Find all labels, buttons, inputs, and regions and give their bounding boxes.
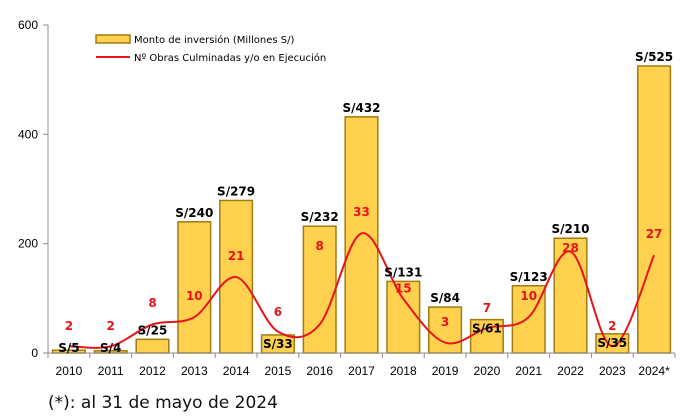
labels-layer: S/5 S/4 S/25 S/240 S/279 S/33 S/232 S/432 S/131 S… <box>58 50 673 355</box>
line-point-2019 <box>444 342 446 344</box>
y-tick-label: 400 <box>18 127 38 141</box>
bar-value-label: S/84 <box>430 291 460 305</box>
bar-2022 <box>553 237 588 354</box>
footnote: (*): al 31 de mayo de 2024 <box>48 393 278 413</box>
line-value-label: 7 <box>483 301 491 315</box>
bar-value-label: S/33 <box>263 337 293 351</box>
legend-label-investment: Monto de inversión (Millones S/) <box>134 34 294 46</box>
line-value-label: 8 <box>148 296 156 310</box>
x-tick-label: 2023 <box>599 364 626 378</box>
line-point-2024 <box>653 254 655 256</box>
line-point-2017 <box>361 232 363 234</box>
line-value-label: 8 <box>316 239 324 253</box>
line-point-2013 <box>193 316 195 318</box>
x-tick-label: 2022 <box>557 364 584 378</box>
x-tick-label: 2014 <box>223 364 250 378</box>
x-tick-label: 2015 <box>265 364 292 378</box>
series-line-works <box>68 232 656 349</box>
y-tick-label: 600 <box>18 18 38 32</box>
bar-2013 <box>177 221 212 354</box>
legend-label-works: Nº Obras Culminadas y/o en Ejecución <box>134 52 326 64</box>
line-value-label: 2 <box>107 319 115 333</box>
bar-2021 <box>511 285 546 354</box>
bar-value-label: S/4 <box>100 341 121 355</box>
x-tick-label: 2012 <box>139 364 166 378</box>
bar-2024 <box>637 65 672 354</box>
axes-layer <box>47 25 675 354</box>
x-tick-label: 2013 <box>181 364 208 378</box>
line-value-label: 10 <box>520 289 537 303</box>
line-value-label: 33 <box>353 205 370 219</box>
line-value-label: 3 <box>441 315 449 329</box>
y-tick-label: 0 <box>31 346 38 360</box>
x-tick-label: 2018 <box>390 364 417 378</box>
x-tick-label: 2021 <box>515 364 542 378</box>
line-layer <box>68 232 656 349</box>
bar-value-label: S/35 <box>597 336 627 350</box>
line-point-2018 <box>402 298 404 300</box>
bar-2012 <box>135 338 170 354</box>
line-value-label: 27 <box>646 227 663 241</box>
x-tick-label: 2010 <box>56 364 83 378</box>
x-tick-label: 2016 <box>306 364 333 378</box>
line-value-label: 28 <box>562 241 579 255</box>
x-tick-label: 2011 <box>98 364 124 378</box>
line-point-2016 <box>319 323 321 325</box>
x-tick-label: 2017 <box>348 364 375 378</box>
bar-value-label: S/210 <box>551 222 589 236</box>
line-value-label: 6 <box>274 305 282 319</box>
ticks-layer: 0 200 400 600 2010 2011 2012 2013 2014 2015 2016 20… <box>18 18 676 378</box>
bar-value-label: S/123 <box>510 270 548 284</box>
bar-2019 <box>428 306 463 354</box>
line-point-2015 <box>277 331 279 333</box>
bar-value-label: S/232 <box>301 210 339 224</box>
legend: Monto de inversión (Millones S/) Nº Obra… <box>95 34 326 64</box>
line-value-label: 2 <box>65 319 73 333</box>
bar-value-label: S/279 <box>217 184 255 198</box>
bar-value-label: S/525 <box>635 50 673 64</box>
line-value-label: 10 <box>186 289 203 303</box>
x-tick-label: 2019 <box>432 364 459 378</box>
bar-value-label: S/5 <box>58 341 79 355</box>
x-tick-label: 2024* <box>638 364 670 378</box>
bar-value-label: S/240 <box>175 206 213 220</box>
y-tick-label: 200 <box>18 237 38 251</box>
line-point-2014 <box>235 276 237 278</box>
bar-value-label: S/25 <box>138 323 168 337</box>
bar-value-label: S/131 <box>384 265 422 279</box>
bar-2020 <box>469 318 504 354</box>
bars-layer <box>51 65 672 354</box>
bar-2018 <box>386 280 421 354</box>
line-value-label: 2 <box>608 319 616 333</box>
bar-value-label: S/61 <box>472 322 502 336</box>
bar-2017 <box>344 116 379 354</box>
legend-swatch-investment <box>95 34 131 44</box>
line-value-label: 21 <box>228 249 245 263</box>
bar-value-label: S/432 <box>342 101 380 115</box>
line-value-label: 15 <box>395 281 412 295</box>
line-point-2021 <box>528 316 530 318</box>
x-tick-label: 2020 <box>474 364 501 378</box>
